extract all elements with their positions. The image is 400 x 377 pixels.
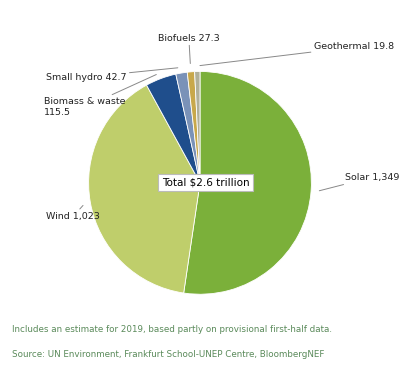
Text: Total $2.6 trillion: Total $2.6 trillion (162, 178, 249, 188)
Wedge shape (146, 74, 200, 183)
Text: Biofuels 27.3: Biofuels 27.3 (158, 34, 220, 63)
Wedge shape (176, 72, 200, 183)
Text: FIGURE 1. RENEWABLE ENERGY CAPACITY INVESTMENT OVER THE
DECADE, 2010-2019, $BN: FIGURE 1. RENEWABLE ENERGY CAPACITY INVE… (10, 16, 379, 40)
Wedge shape (195, 72, 200, 183)
Text: Biomass & waste
115.5: Biomass & waste 115.5 (44, 75, 156, 117)
Text: Includes an estimate for 2019, based partly on provisional first-half data.: Includes an estimate for 2019, based par… (12, 325, 332, 334)
Wedge shape (89, 85, 200, 293)
Text: Geothermal 19.8: Geothermal 19.8 (200, 43, 394, 66)
Wedge shape (187, 72, 200, 183)
Text: Small hydro 42.7: Small hydro 42.7 (46, 68, 178, 81)
Text: Wind 1,023: Wind 1,023 (46, 205, 100, 221)
Text: Solar 1,349: Solar 1,349 (319, 173, 399, 191)
Text: Source: UN Environment, Frankfurt School-UNEP Centre, BloombergNEF: Source: UN Environment, Frankfurt School… (12, 350, 324, 359)
Wedge shape (184, 72, 311, 294)
